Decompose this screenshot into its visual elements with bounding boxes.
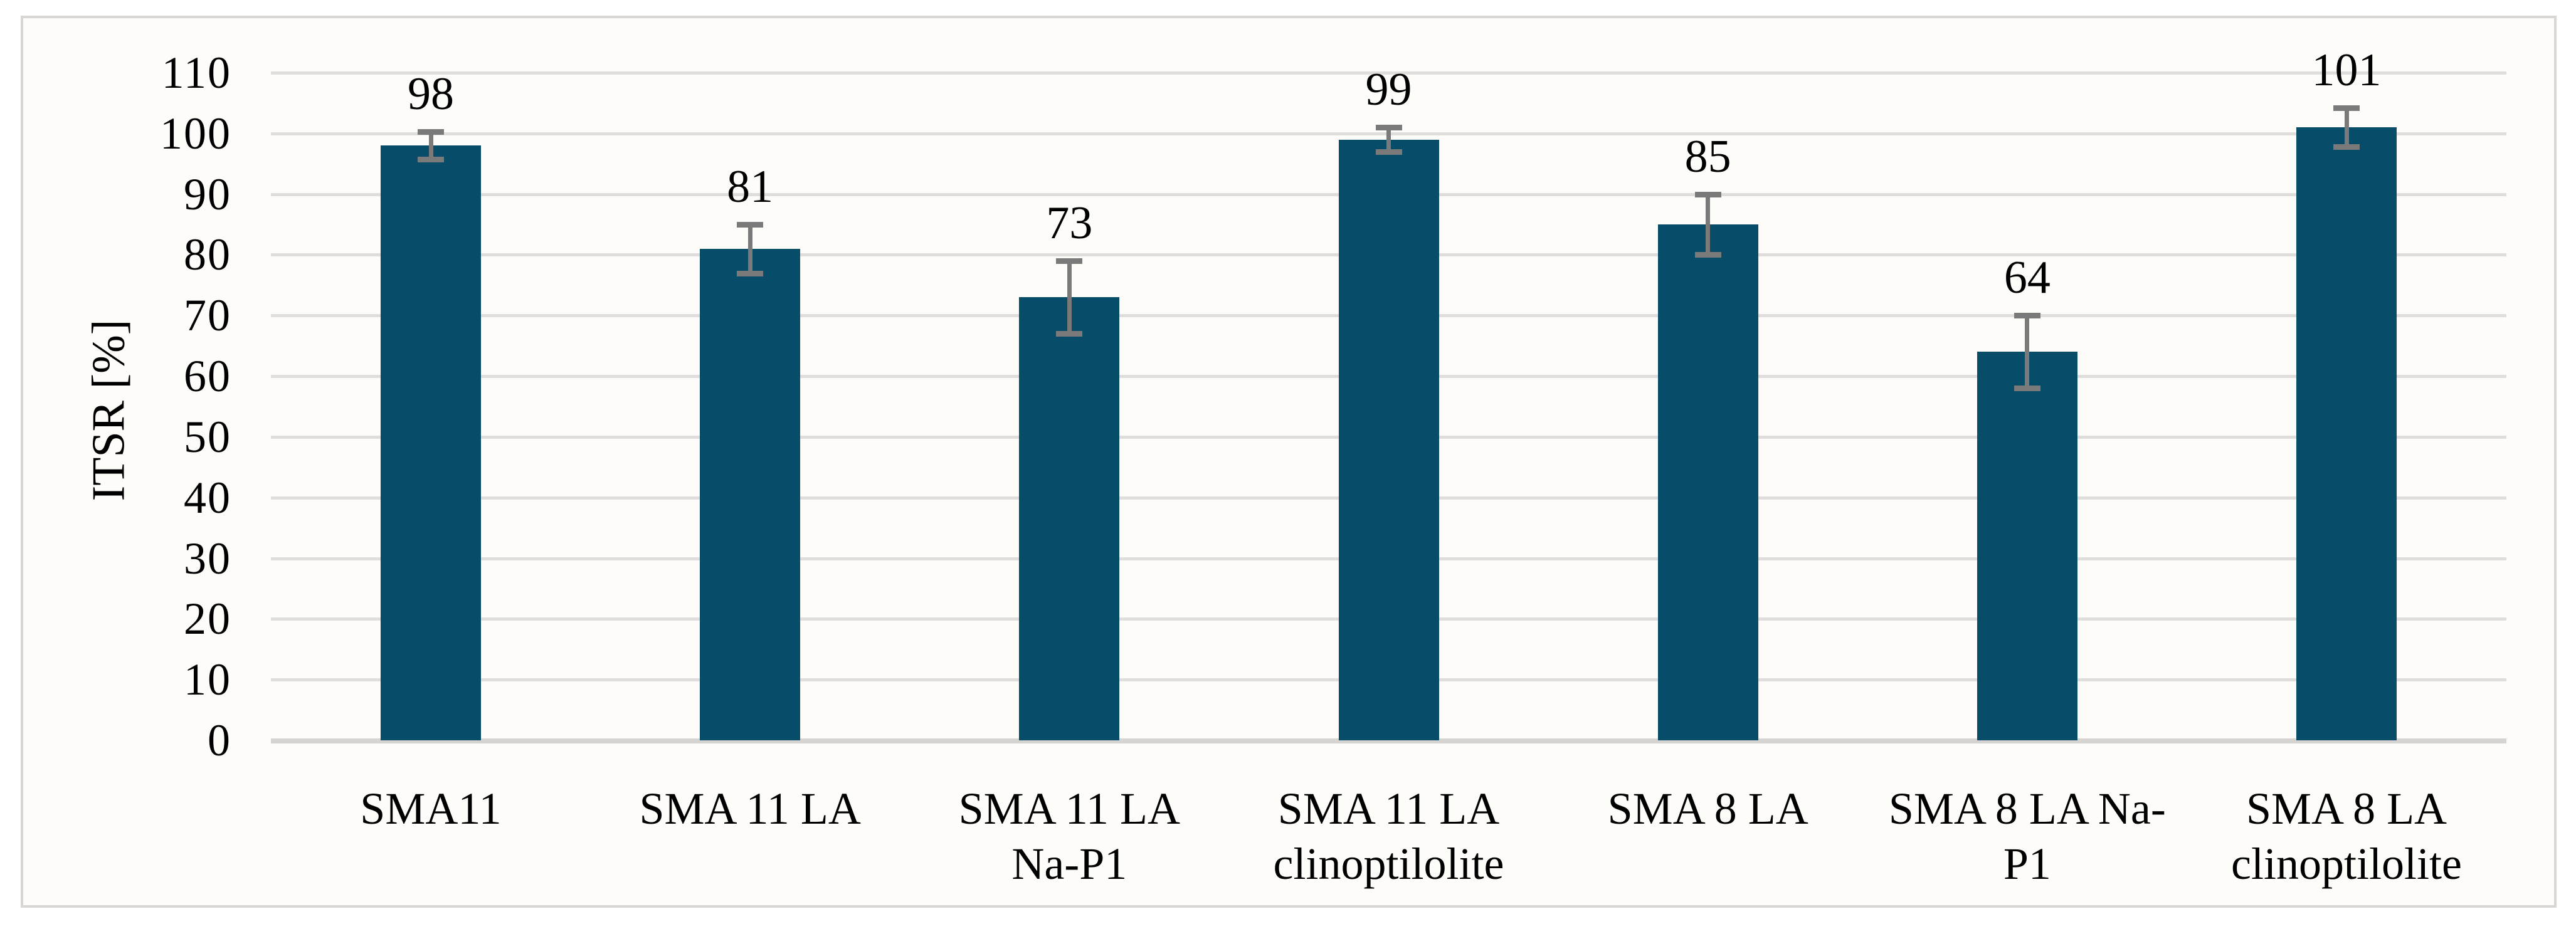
error-bar-top-cap [2014, 313, 2040, 319]
error-bar-whisker [2025, 315, 2030, 389]
value-label: 64 [2003, 252, 2051, 304]
bar [1977, 352, 2077, 740]
y-tick-label: 90 [184, 169, 231, 219]
error-bar-whisker [428, 131, 433, 160]
y-tick-label: 110 [161, 48, 231, 98]
bar [1338, 139, 1439, 740]
value-label: 98 [408, 68, 454, 120]
category-label: SMA 11 LA [639, 784, 861, 834]
y-tick-label: 60 [184, 351, 231, 402]
error-bar-bottom-cap [2014, 386, 2040, 392]
bar [1019, 297, 1120, 740]
bar [381, 145, 481, 740]
y-tick-label: 50 [184, 411, 231, 462]
y-tick-labels-layer: 0 10 20 30 40 50 60 70 80 90 100 110 [23, 18, 2554, 905]
error-bar-bottom-cap [2333, 144, 2360, 150]
bar [2296, 127, 2397, 740]
error-bar-bottom-cap [1694, 252, 1721, 258]
bar [700, 248, 801, 740]
category-label: SMA11 [360, 784, 502, 834]
category-label: SMA 8 LA clinoptilolite [2231, 784, 2462, 889]
value-label: 85 [1684, 130, 1731, 182]
value-label: 101 [2311, 45, 2382, 97]
error-bar-whisker [747, 224, 752, 273]
chart-frame: 0 10 20 30 40 50 60 70 80 90 100 110 ITSR [%] 98 81 7… [21, 16, 2557, 908]
error-bar-bottom-cap [737, 270, 764, 276]
error-bar-top-cap [418, 129, 444, 135]
error-bar-top-cap [1375, 125, 1402, 131]
error-bar-top-cap [1056, 258, 1083, 265]
y-tick-label: 100 [160, 108, 231, 159]
bar [1657, 224, 1758, 740]
error-bar-top-cap [1694, 191, 1721, 197]
error-bar-whisker [1706, 194, 1711, 255]
plot-area: 98 81 73 99 85 64 101 [23, 18, 2554, 905]
y-tick-label: 20 [184, 594, 231, 644]
error-bar-whisker [2344, 108, 2349, 147]
error-bar-whisker [1067, 261, 1072, 334]
error-bar-bottom-cap [1056, 331, 1083, 337]
value-label: 81 [727, 161, 774, 213]
y-tick-label: 10 [184, 654, 231, 705]
category-label: SMA 11 LA clinoptilolite [1273, 784, 1504, 889]
error-bar-top-cap [737, 222, 764, 228]
x-axis-line [271, 738, 2506, 743]
y-tick-label: 80 [184, 229, 231, 280]
gridline [271, 71, 2506, 75]
category-label: SMA 8 LA [1607, 784, 1808, 834]
category-labels-layer: SMA11 SMA 11 LA SMA 11 LA Na-P1 SMA 11 LA cli… [23, 18, 2554, 905]
category-label: SMA 11 LA Na-P1 [958, 784, 1181, 889]
error-bar-bottom-cap [1375, 149, 1402, 155]
error-bar-whisker [1386, 127, 1391, 152]
error-bar-top-cap [2333, 105, 2360, 112]
y-tick-label: 40 [184, 472, 231, 523]
y-tick-label: 0 [208, 715, 231, 765]
value-label: 99 [1365, 64, 1412, 116]
y-tick-label: 30 [184, 533, 231, 584]
error-bar-bottom-cap [418, 157, 444, 163]
category-label: SMA 8 LA Na- P1 [1888, 784, 2166, 889]
value-label: 73 [1046, 197, 1093, 249]
y-tick-label: 70 [184, 290, 231, 341]
